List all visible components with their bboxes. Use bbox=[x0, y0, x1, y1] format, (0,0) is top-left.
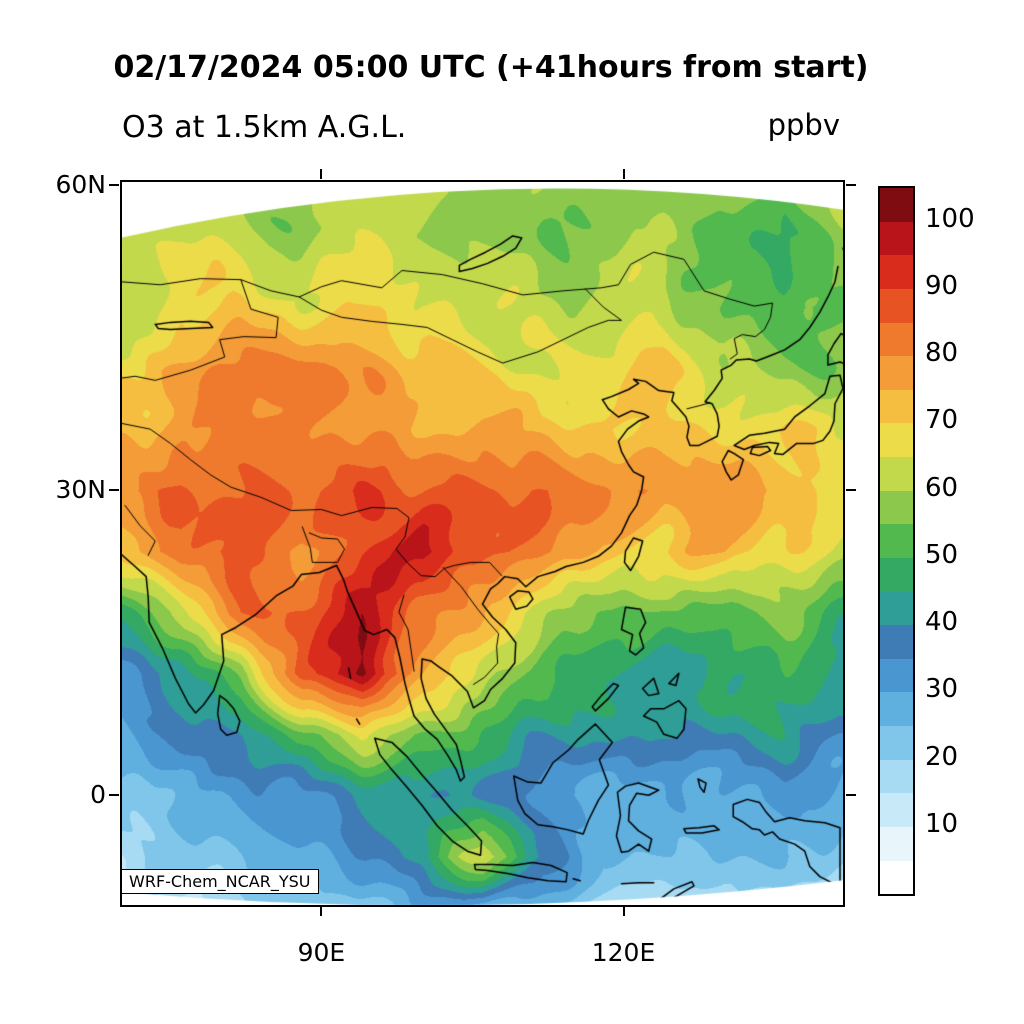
colorbar-cell-6 bbox=[880, 692, 913, 726]
y-tick-right-60N bbox=[846, 184, 856, 187]
colorbar-cell-8 bbox=[880, 625, 913, 659]
colorbar bbox=[878, 186, 915, 896]
field-label: O3 at 1.5km A.G.L. bbox=[122, 110, 407, 145]
colorbar-cell-11 bbox=[880, 524, 913, 558]
colorbar-cell-14 bbox=[880, 423, 913, 457]
x-tick-top-90E bbox=[320, 169, 323, 179]
colorbar-cell-7 bbox=[880, 658, 913, 693]
colorbar-cell-5 bbox=[880, 726, 913, 760]
colorbar-cell-1 bbox=[880, 860, 913, 895]
y-tick-right-30N bbox=[846, 489, 856, 492]
x-tick-bottom-90E bbox=[320, 906, 323, 916]
colorbar-label-30: 30 bbox=[925, 674, 959, 705]
x-tick-bottom-120E bbox=[622, 906, 625, 916]
colorbar-cell-13 bbox=[880, 457, 913, 491]
colorbar-cell-20 bbox=[880, 221, 913, 256]
watermark-label: WRF-Chem_NCAR_YSU bbox=[121, 869, 319, 894]
colorbar-cell-18 bbox=[880, 288, 913, 323]
colorbar-label-10: 10 bbox=[925, 808, 959, 839]
x-tick-top-120E bbox=[622, 169, 625, 179]
colorbar-label-80: 80 bbox=[925, 338, 959, 369]
colorbar-label-20: 20 bbox=[925, 741, 959, 772]
colorbar-label-40: 40 bbox=[925, 607, 959, 638]
colorbar-label-90: 90 bbox=[925, 270, 959, 301]
y-tick-left-30N bbox=[109, 489, 119, 492]
y-axis-label-30N: 30N bbox=[55, 475, 106, 505]
map-plot-area: WRF-Chem_NCAR_YSU bbox=[109, 169, 856, 916]
colorbar-label-70: 70 bbox=[925, 405, 959, 436]
units-label: ppbv bbox=[767, 108, 840, 142]
colorbar-cell-10 bbox=[880, 557, 913, 592]
figure-title: 02/17/2024 05:00 UTC (+41hours from star… bbox=[113, 50, 869, 85]
y-tick-left-0 bbox=[109, 794, 119, 797]
colorbar-label-60: 60 bbox=[925, 472, 959, 503]
heatmap-canvas bbox=[120, 180, 845, 907]
y-tick-right-0 bbox=[846, 794, 856, 797]
colorbar-cell-3 bbox=[880, 793, 913, 827]
colorbar-label-100: 100 bbox=[925, 203, 975, 234]
colorbar-cell-16 bbox=[880, 356, 913, 390]
y-tick-left-60N bbox=[109, 184, 119, 187]
colorbar-cell-2 bbox=[880, 826, 913, 861]
colorbar-cell-21 bbox=[880, 188, 913, 222]
colorbar-cell-4 bbox=[880, 759, 913, 794]
colorbar-cell-9 bbox=[880, 591, 913, 626]
y-axis-label-0: 0 bbox=[90, 780, 106, 810]
colorbar-label-50: 50 bbox=[925, 539, 959, 570]
x-axis-label-90E: 90E bbox=[297, 938, 346, 967]
y-axis-label-60N: 60N bbox=[55, 170, 106, 200]
colorbar-cell-19 bbox=[880, 255, 913, 289]
colorbar-cell-17 bbox=[880, 322, 913, 357]
colorbar-cell-15 bbox=[880, 389, 913, 424]
colorbar-cell-12 bbox=[880, 490, 913, 525]
x-axis-label-120E: 120E bbox=[591, 938, 656, 967]
